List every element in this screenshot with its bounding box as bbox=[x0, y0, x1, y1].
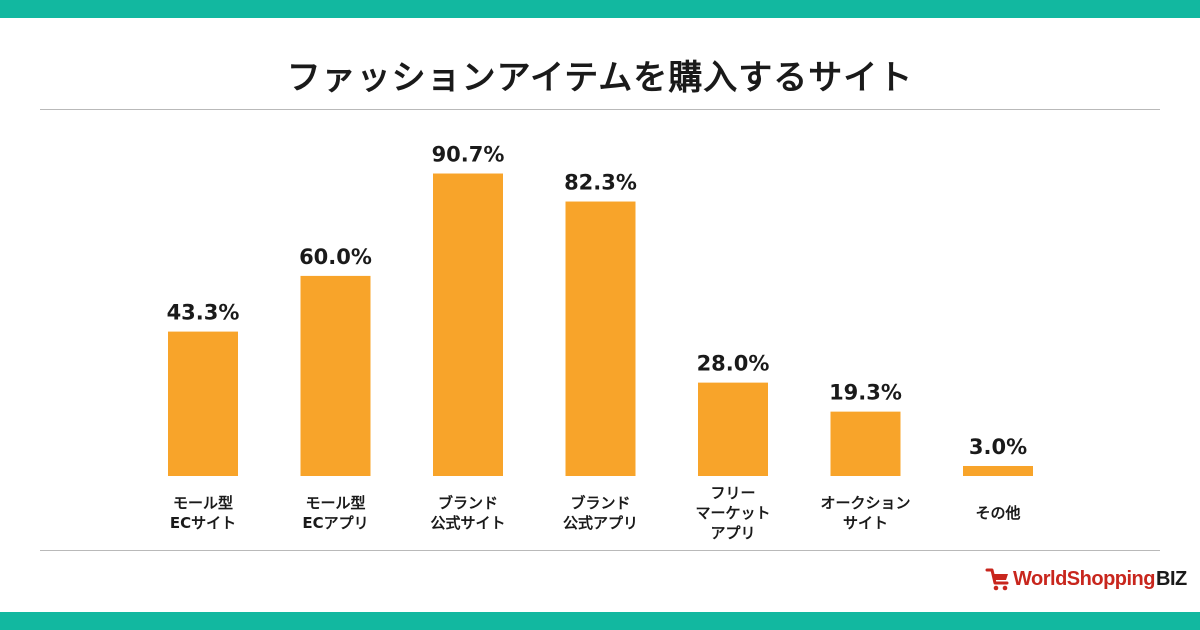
category-label-line: サイト bbox=[843, 514, 888, 532]
bar-5 bbox=[830, 411, 901, 476]
category-label-line: ECサイト bbox=[170, 514, 236, 532]
brand-logo: WorldShopping BIZ bbox=[985, 562, 1187, 596]
bar-value-label-5: 19.3% bbox=[829, 381, 902, 405]
top-accent-band bbox=[0, 0, 1200, 18]
category-label-6: その他 bbox=[975, 504, 1020, 522]
category-label-2: ブランド公式サイト bbox=[430, 494, 505, 532]
category-label-line: 公式アプリ bbox=[563, 514, 638, 532]
bar-0 bbox=[168, 331, 238, 476]
category-label-line: ブランド bbox=[570, 494, 630, 512]
logo-suffix: BIZ bbox=[1156, 567, 1187, 590]
category-label-1: モール型 ECアプリ bbox=[302, 494, 368, 532]
top-divider bbox=[40, 109, 1160, 110]
category-label-3: ブランド公式アプリ bbox=[563, 494, 638, 532]
bar-value-label-2: 90.7% bbox=[432, 143, 505, 167]
bar-4 bbox=[698, 382, 768, 476]
bar-6 bbox=[963, 465, 1033, 476]
category-label-line: マーケット bbox=[695, 504, 770, 522]
bottom-divider bbox=[40, 550, 1160, 551]
bar-3 bbox=[565, 201, 636, 477]
category-label-line: 公式サイト bbox=[430, 514, 505, 532]
category-label-line: フリー bbox=[710, 484, 755, 502]
category-label-line: ブランド bbox=[438, 494, 498, 512]
category-label-line: モール型 bbox=[173, 494, 233, 512]
bottom-accent-band bbox=[0, 612, 1200, 630]
bar-value-label-4: 28.0% bbox=[697, 352, 770, 376]
bar-2 bbox=[433, 173, 503, 476]
bar-1 bbox=[300, 275, 371, 476]
category-label-0: モール型 ECサイト bbox=[170, 494, 236, 532]
category-label-line: オークション bbox=[820, 494, 910, 512]
category-label-line: アプリ bbox=[710, 524, 755, 542]
bar-value-label-1: 60.0% bbox=[299, 245, 372, 269]
category-label-4: フリーマーケットアプリ bbox=[695, 484, 770, 542]
bar-value-label-0: 43.3% bbox=[167, 301, 240, 325]
category-label-5: オークションサイト bbox=[820, 494, 910, 532]
bar-value-label-3: 82.3% bbox=[564, 171, 637, 195]
logo-wordmark: WorldShopping bbox=[1013, 567, 1156, 590]
category-label-line: その他 bbox=[975, 504, 1020, 522]
category-label-line: モール型 bbox=[305, 494, 365, 512]
shopping-cart-icon bbox=[985, 568, 1009, 591]
bar-value-label-6: 3.0% bbox=[969, 435, 1027, 459]
category-label-line: ECアプリ bbox=[302, 514, 368, 532]
chart-title: ファッションアイテムを購入するサイト bbox=[286, 58, 914, 98]
